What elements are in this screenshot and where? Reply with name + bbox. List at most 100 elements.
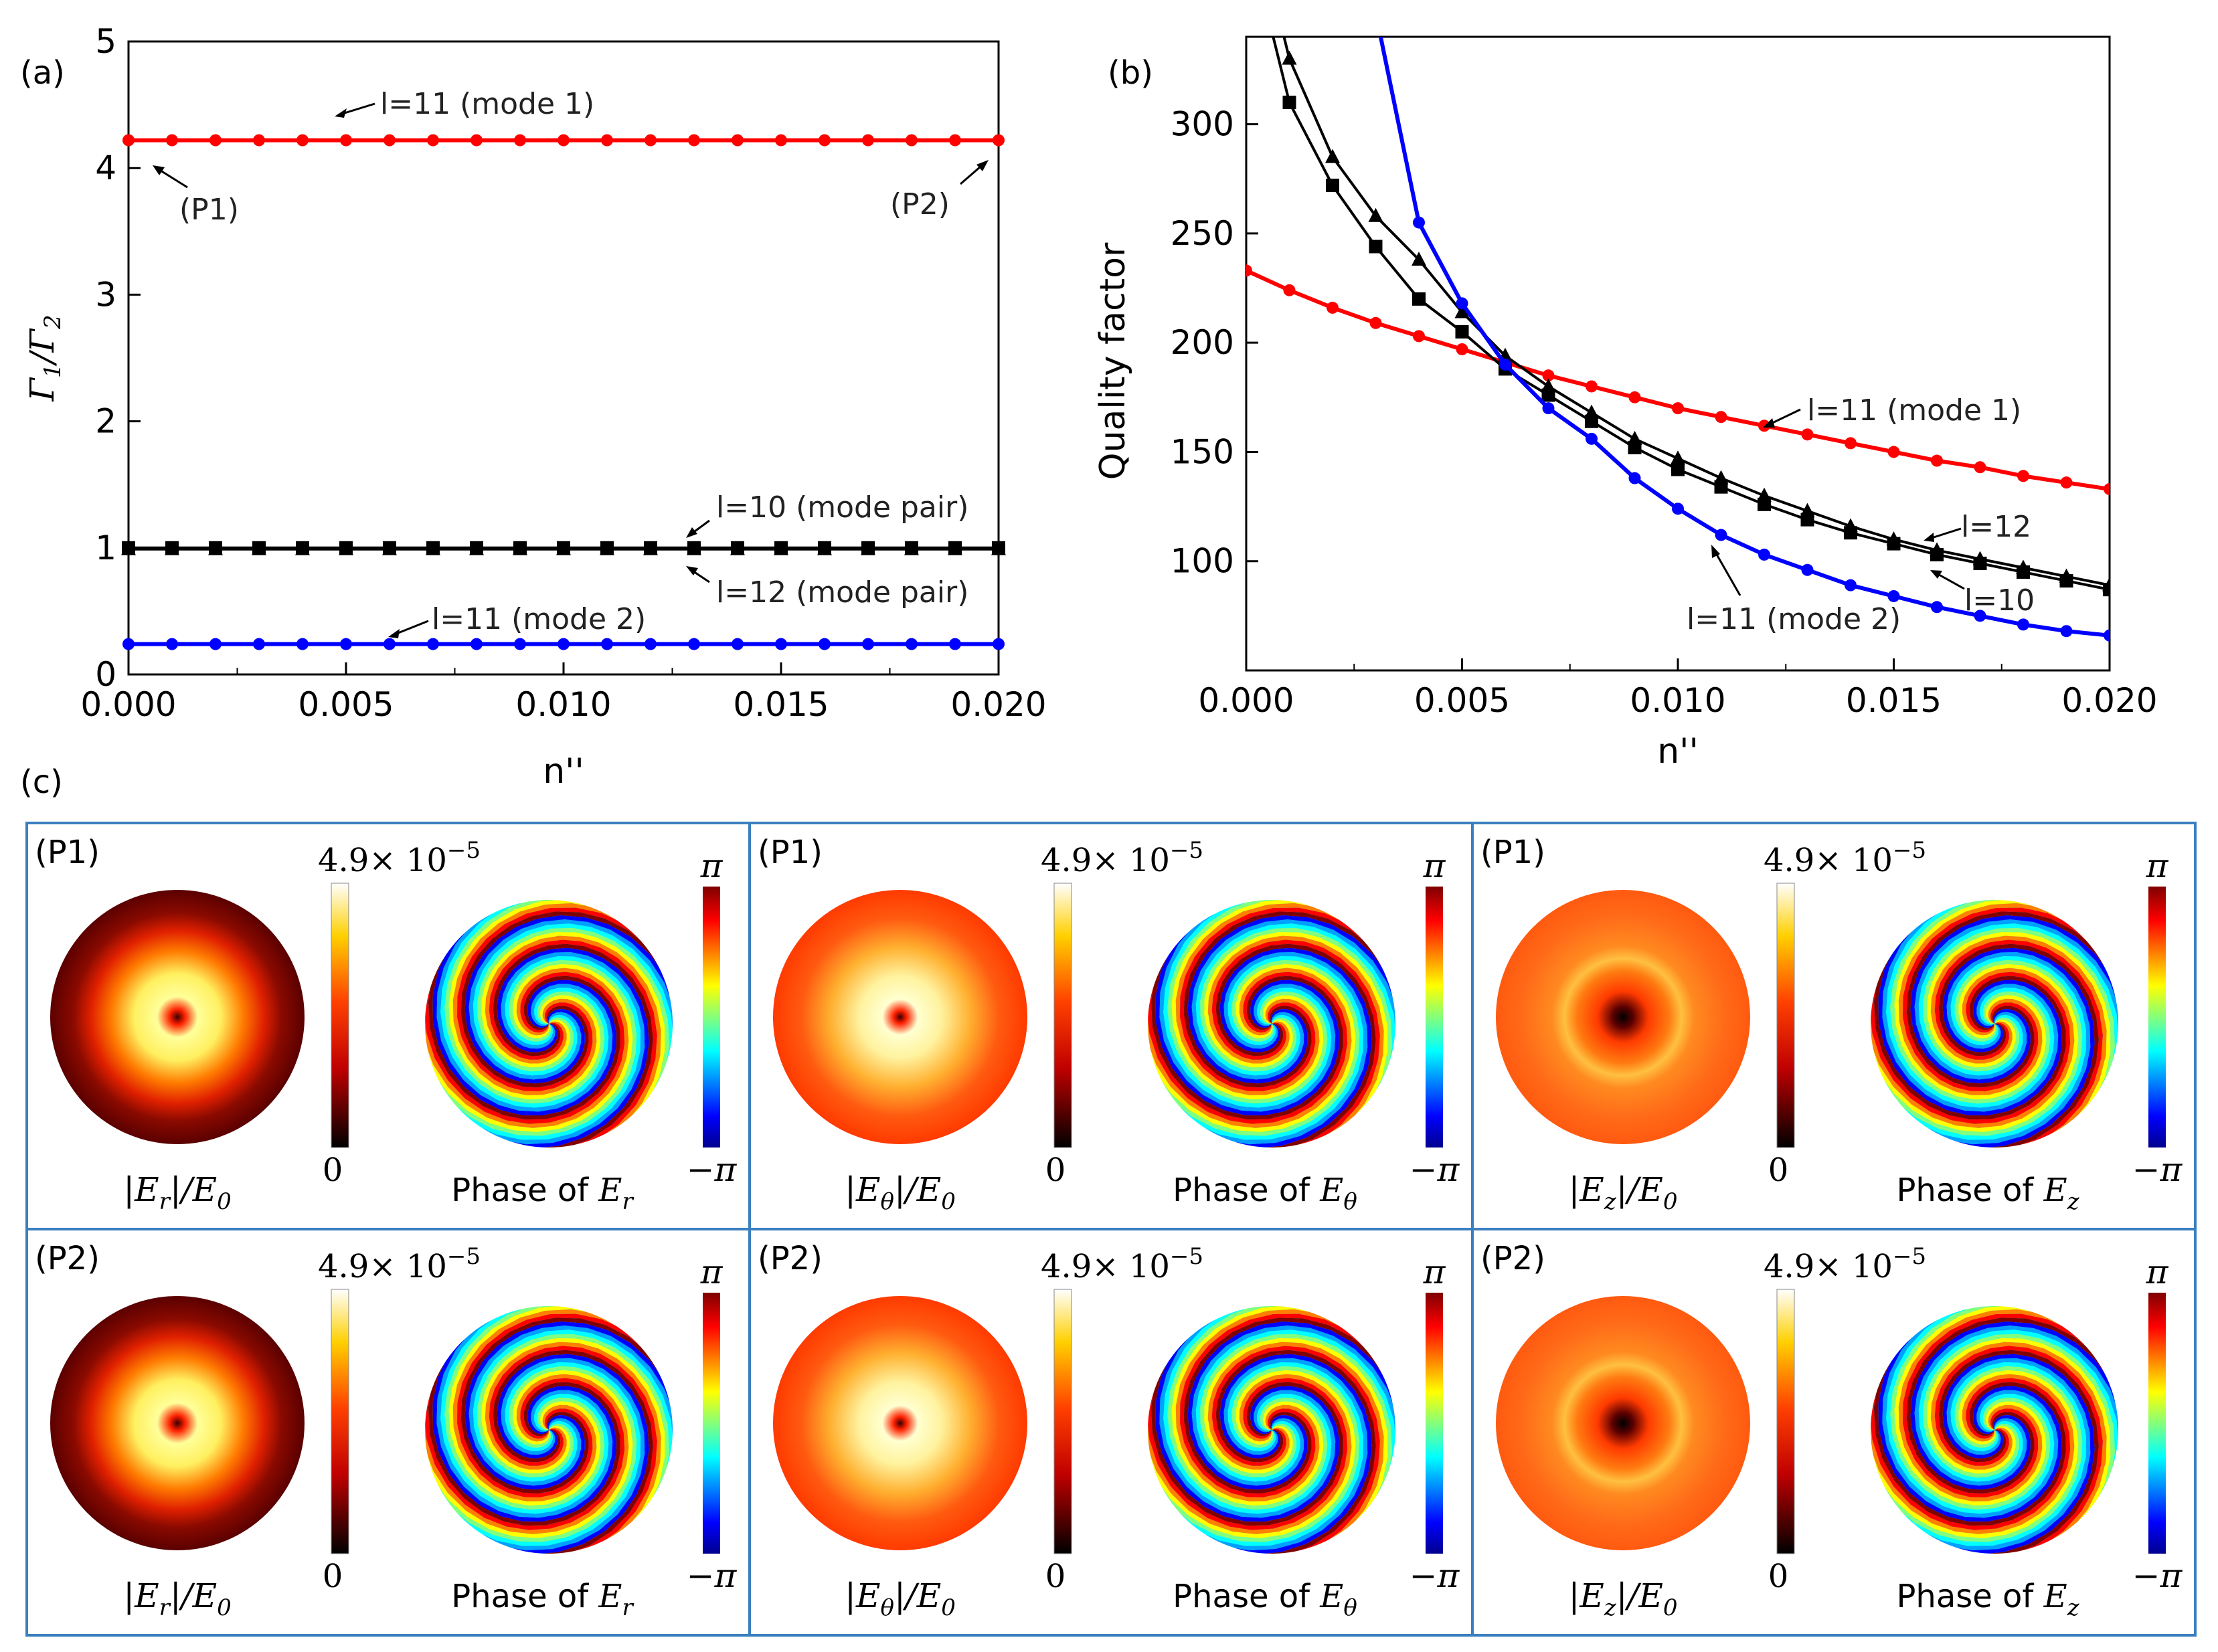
data-point [1541, 388, 1555, 402]
phase-band [1200, 1334, 1393, 1554]
caption-part: | [845, 1576, 856, 1615]
phase-band [430, 947, 649, 1148]
phase-min-label: −π [1410, 1556, 1460, 1595]
data-point [1974, 461, 1986, 474]
data-point [383, 638, 396, 650]
data-point [904, 541, 919, 555]
caption-subscript: 0 [941, 1188, 956, 1215]
magnitude-colorbar [1776, 883, 1795, 1148]
caption-part: | [845, 1170, 856, 1209]
caption-part: E [192, 1576, 218, 1615]
data-point [166, 638, 178, 650]
caption-part: E [1319, 1578, 1343, 1615]
data-point [687, 541, 701, 555]
data-point [1887, 446, 1900, 458]
data-point [252, 541, 266, 555]
annotation-arrow [1712, 548, 1741, 596]
colorbar-min-label: 0 [1768, 1558, 1789, 1595]
data-point [862, 638, 874, 650]
data-point [426, 541, 440, 555]
magnitude-map [1496, 890, 1750, 1144]
magnitude-caption: |Er|/E0 [123, 1170, 231, 1215]
field-cell-0-0: (P1) 4.9× 10−50π−π|Er|/E0 Phase of Er [35, 834, 738, 1215]
data-point [949, 134, 961, 147]
data-point [1369, 316, 1382, 329]
annotation-arrowhead [1763, 418, 1775, 428]
series-l-12-mode-pair- [121, 541, 1006, 555]
phase-band [1191, 1325, 1395, 1526]
caption-part: E [192, 1170, 218, 1209]
annotation-text: l=11 (mode 1) [1807, 393, 2021, 428]
phase-colorbar [703, 887, 720, 1148]
caption-part: E [1579, 1170, 1604, 1209]
data-point [1325, 149, 1340, 163]
series-line [1282, 37, 2110, 587]
caption-subscript: θ [1343, 1594, 1357, 1621]
chart-b-annotations: l=11 (mode 1) l=12 l=10 l=11 (mode 2) [1687, 393, 2035, 636]
caption-part: E [855, 1170, 881, 1209]
caption-part: Phase of [1173, 1578, 1320, 1615]
data-point [993, 638, 1005, 650]
data-point [732, 638, 744, 650]
data-point [1628, 472, 1641, 484]
phase-max-label: π [2146, 1253, 2169, 1291]
phase-band [444, 1306, 645, 1510]
data-point [1672, 502, 1684, 515]
data-point [1455, 325, 1469, 339]
phase-band [1894, 900, 2113, 1100]
data-point [906, 638, 918, 650]
phase-band [425, 1334, 629, 1534]
caption-subscript: z [2067, 1188, 2080, 1215]
caption-part: |/ [170, 1576, 195, 1615]
data-point [1456, 297, 1468, 310]
data-point [949, 638, 961, 650]
data-point [1246, 264, 1252, 277]
annotation-text: (P1) [179, 193, 239, 227]
data-point [1845, 437, 1857, 450]
data-point [514, 638, 526, 650]
data-point [1930, 547, 1944, 561]
phase-band [1873, 1306, 2066, 1526]
data-point [2104, 482, 2110, 495]
phase-band [425, 1311, 625, 1530]
chart-a-ylabel: Γ1/Γ2 [23, 314, 66, 402]
colorbar-min-label: 0 [1045, 1558, 1066, 1595]
data-point [296, 638, 309, 650]
magnitude-colorbar [1776, 1289, 1795, 1554]
phase-band [1153, 947, 1372, 1148]
data-point [1758, 497, 1771, 511]
data-point [427, 134, 439, 147]
annotation-text: l=12 [1961, 510, 2031, 544]
point-label: (P1) [1480, 834, 1545, 871]
data-point [513, 541, 527, 555]
phase-band [1167, 1306, 1368, 1510]
y-tick-label: 0 [95, 655, 116, 694]
data-point [1586, 380, 1598, 393]
magnitude-map [1496, 1296, 1750, 1550]
phase-band [425, 952, 645, 1145]
phase-band [1200, 927, 1393, 1148]
data-point [1369, 240, 1383, 254]
point-label: (P1) [35, 834, 100, 871]
phase-band [448, 900, 667, 1100]
magnitude-map [50, 890, 305, 1144]
annotation-arrowhead [153, 165, 165, 175]
data-point [1542, 402, 1555, 415]
data-point [1671, 462, 1685, 476]
data-point [688, 134, 700, 147]
data-point [166, 134, 178, 147]
caption-part: | [123, 1576, 135, 1615]
annotation-arrowhead [388, 629, 400, 638]
data-point [1368, 207, 1383, 222]
phase-band [428, 1306, 620, 1526]
phase-band [1871, 952, 2091, 1145]
phase-spiral [1148, 1306, 1395, 1554]
data-point [1585, 414, 1598, 428]
data-point [383, 134, 396, 147]
annotation-arrowhead [1711, 545, 1720, 558]
data-point [1800, 513, 1814, 527]
caption-part: Phase of [451, 1172, 598, 1209]
magnitude-caption: |Ez|/E0 [1568, 1170, 1677, 1215]
data-point [991, 541, 1006, 555]
caption-part: E [598, 1172, 622, 1209]
